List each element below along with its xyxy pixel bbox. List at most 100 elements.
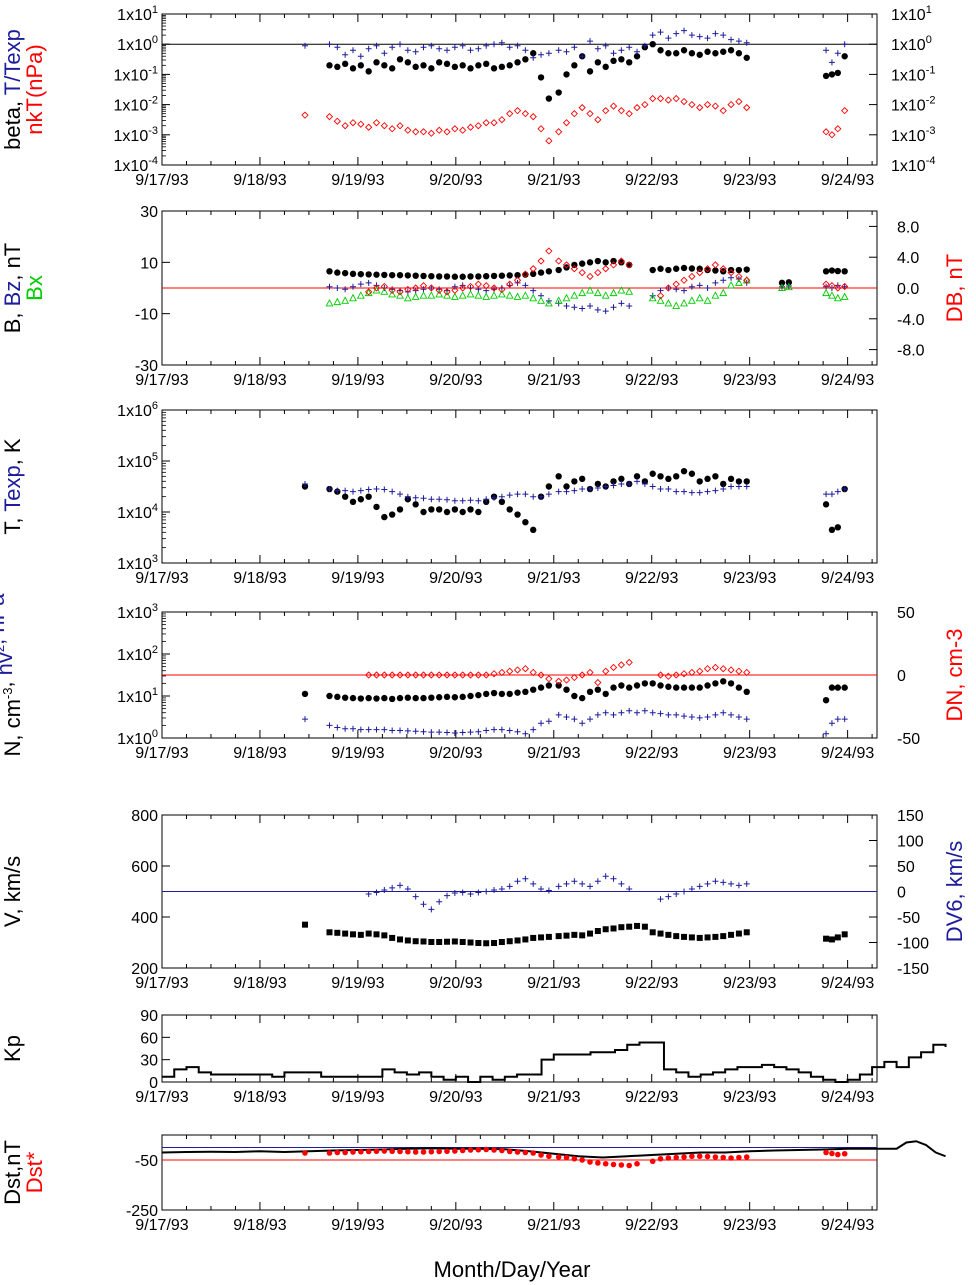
- data-point: [720, 32, 727, 39]
- data-point: [586, 68, 594, 75]
- data-point: [302, 480, 308, 487]
- data-point: [665, 1155, 672, 1161]
- data-point: [727, 475, 735, 483]
- data-point: [522, 491, 529, 498]
- data-point: [459, 42, 466, 49]
- y2-axis-title: DN, cm-3: [942, 629, 967, 722]
- data-point: [538, 934, 545, 941]
- data-point: [498, 63, 506, 71]
- y-tick-label: -30: [135, 358, 158, 375]
- y-tick-label: 30: [140, 204, 158, 221]
- data-point: [459, 938, 466, 945]
- data-point: [784, 282, 793, 291]
- data-point: [521, 665, 530, 673]
- data-point: [562, 293, 571, 302]
- data-point: [609, 663, 618, 672]
- data-point: [380, 287, 389, 295]
- data-point: [427, 291, 436, 299]
- data-point: [475, 508, 482, 516]
- data-point: [302, 716, 308, 723]
- data-point: [720, 709, 727, 716]
- data-point: [657, 47, 664, 54]
- data-point: [365, 493, 372, 500]
- data-point: [704, 934, 711, 941]
- data-point: [530, 54, 537, 61]
- data-point: [419, 282, 428, 290]
- data-point: [452, 1148, 458, 1154]
- data-point: [522, 936, 529, 943]
- data-point: [594, 711, 601, 718]
- y-tick-label: 800: [131, 808, 158, 825]
- data-point: [743, 39, 750, 46]
- data-point: [648, 293, 657, 302]
- data-point: [435, 59, 443, 66]
- data-point: [420, 508, 427, 516]
- data-point: [626, 885, 633, 892]
- data-point: [357, 270, 365, 278]
- data-point: [587, 38, 594, 45]
- data-point: [436, 496, 443, 503]
- data-point: [396, 271, 404, 279]
- data-point: [365, 694, 372, 702]
- data-point: [435, 126, 443, 134]
- x-tick-label: 9/24/93: [821, 172, 874, 189]
- data-point: [412, 728, 419, 735]
- data-point: [498, 272, 506, 279]
- data-point: [735, 272, 743, 281]
- data-point: [579, 486, 586, 493]
- data-point: [522, 56, 529, 63]
- data-point: [841, 486, 848, 493]
- data-point: [467, 497, 474, 504]
- data-point: [326, 722, 333, 729]
- data-point: [538, 493, 545, 500]
- data-point: [688, 714, 695, 720]
- data-point: [451, 890, 458, 897]
- data-point: [365, 891, 372, 898]
- data-point: [475, 1146, 482, 1153]
- data-point: [657, 29, 664, 36]
- data-point: [349, 725, 356, 732]
- y2-tick-label: 50: [897, 859, 915, 876]
- data-point: [656, 94, 665, 103]
- data-point: [397, 41, 404, 48]
- y-tick-label: 600: [131, 859, 158, 876]
- y2-tick-label: 0.0: [897, 281, 919, 298]
- data-point: [736, 1154, 742, 1161]
- data-point: [506, 506, 513, 513]
- data-point: [459, 671, 467, 679]
- data-point: [506, 280, 514, 288]
- data-point: [704, 285, 711, 291]
- data-point: [483, 42, 490, 49]
- y2-tick-label: 1x101: [891, 4, 932, 24]
- data-point: [625, 59, 633, 66]
- data-point: [727, 268, 735, 277]
- data-point: [657, 265, 664, 272]
- data-point: [412, 694, 419, 702]
- data-point: [349, 119, 357, 127]
- data-point: [680, 47, 688, 54]
- data-point: [735, 478, 743, 485]
- data-point: [634, 922, 641, 929]
- data-point: [349, 498, 357, 505]
- data-point: [728, 931, 735, 938]
- data-point: [538, 51, 545, 58]
- data-point: [459, 693, 466, 701]
- data-point: [342, 725, 349, 732]
- data-point: [579, 880, 586, 887]
- data-point: [562, 676, 571, 684]
- data-point: [593, 288, 602, 297]
- x-tick-label: 9/17/93: [135, 1089, 188, 1106]
- data-point: [696, 282, 703, 289]
- data-point: [680, 684, 688, 691]
- data-point: [428, 65, 435, 72]
- data-point: [720, 277, 727, 284]
- data-point: [404, 272, 412, 279]
- data-point: [357, 931, 364, 938]
- data-point: [451, 497, 458, 504]
- data-point: [688, 668, 696, 677]
- data-point: [334, 487, 341, 494]
- x-tick-label: 9/21/93: [527, 1217, 580, 1234]
- data-point: [673, 50, 680, 57]
- data-point: [578, 475, 586, 483]
- data-point: [388, 125, 396, 133]
